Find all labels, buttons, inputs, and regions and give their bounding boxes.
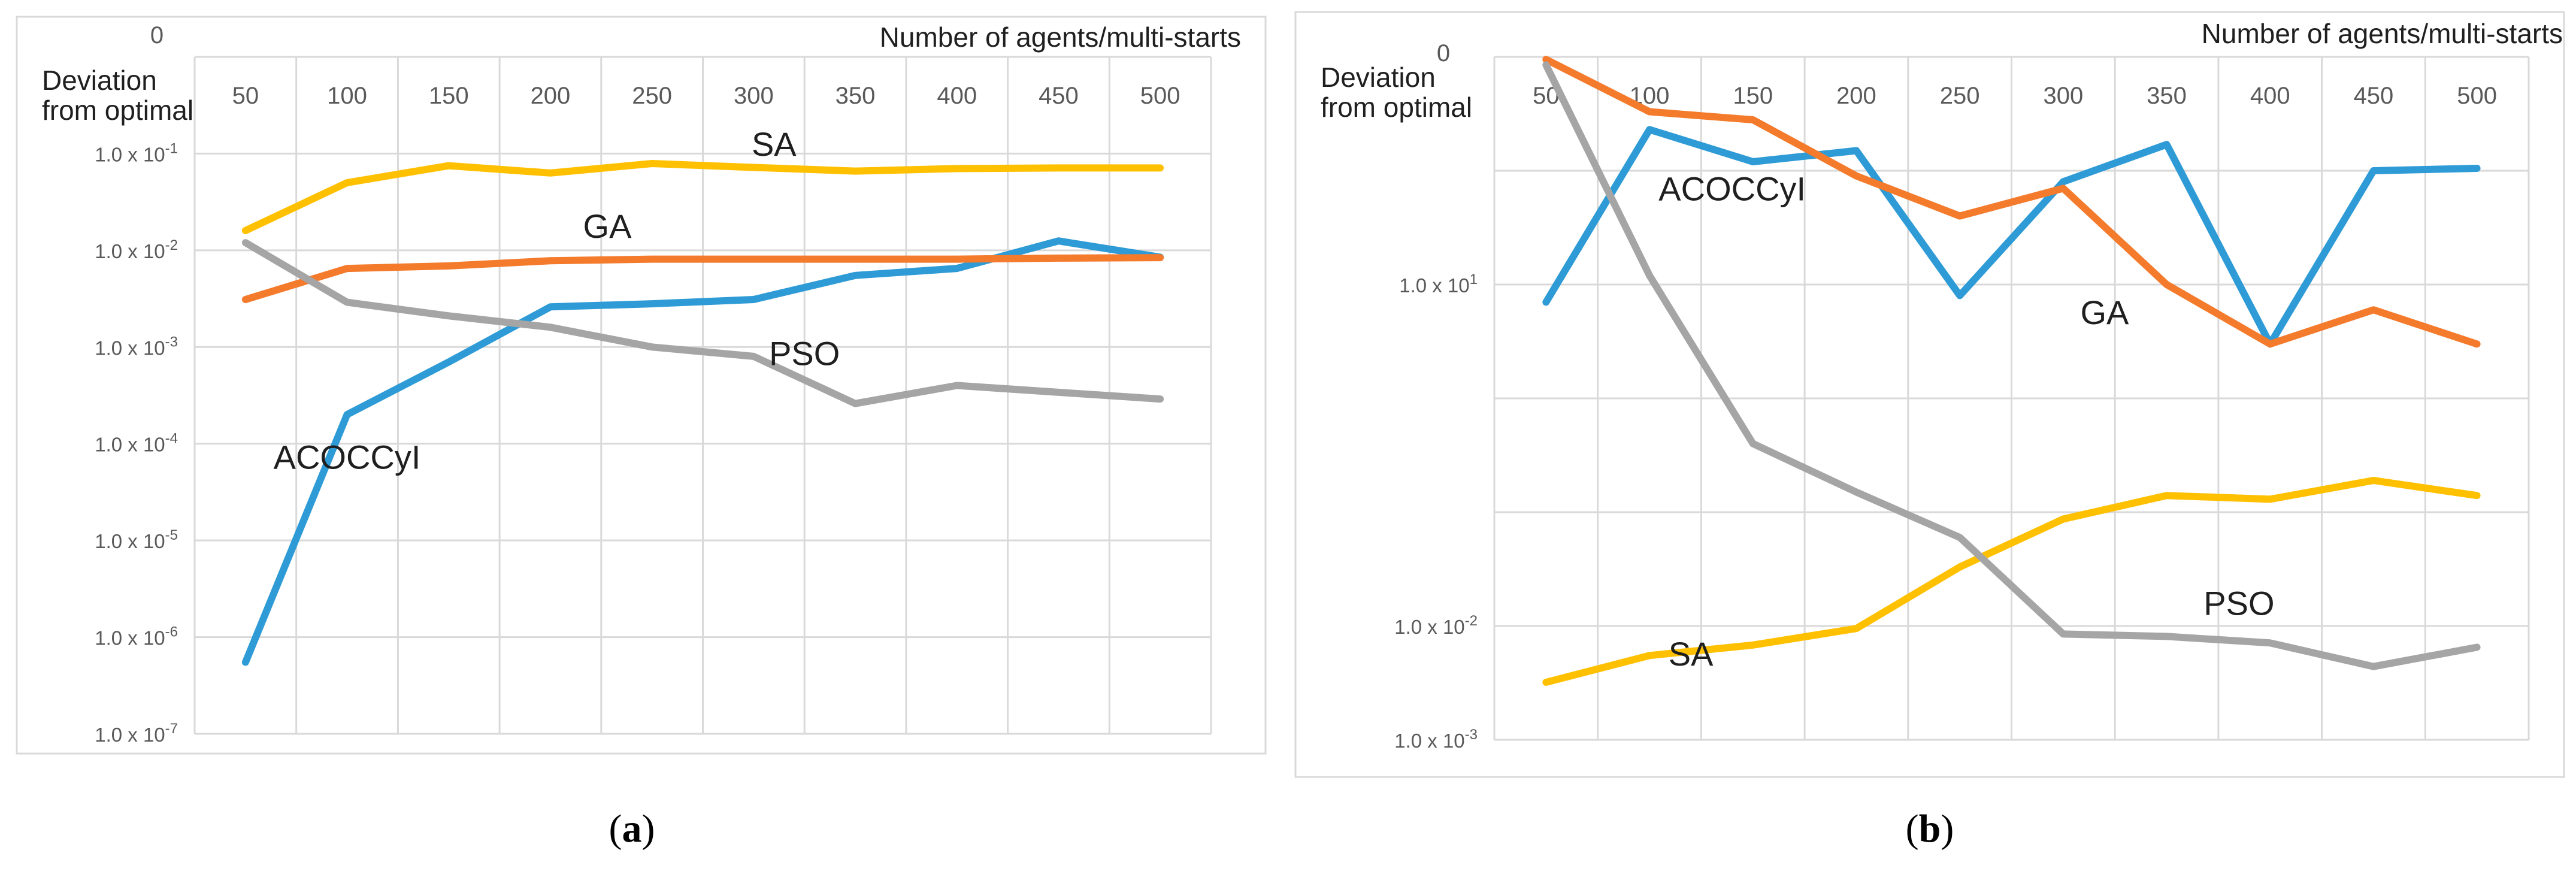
x-tick-label: 200: [531, 83, 571, 109]
y-tick-top-label: 0: [150, 22, 164, 49]
series-line-acoccyi: [241, 237, 1164, 666]
y-tick-label: 1.0 x 10-2: [1394, 613, 1478, 638]
chart-panel-a: 50 100 150 200 250 300 350 400 450 500 1.0 x 10-1 1…: [16, 16, 1267, 851]
series-annotation-ga: GA: [583, 207, 632, 245]
x-axis-title: Number of agents/multi-starts: [880, 22, 1241, 53]
series-line-sa: [1542, 477, 2481, 686]
y-tick-label: 1.0 x 10-7: [95, 721, 178, 746]
y-tick-label: 1.0 x 10-2: [95, 237, 178, 262]
y-axis-title-line: Deviation: [42, 65, 157, 96]
series-line-ga: [1542, 56, 2481, 348]
panel-label: (b): [1906, 807, 1954, 851]
x-tick-label: 300: [734, 83, 774, 109]
x-tick-label: 400: [937, 83, 977, 109]
y-tick-label: 1.0 x 10-6: [95, 624, 178, 649]
series-annotation-pso: PSO: [2203, 585, 2274, 622]
series-annotation-acoccyi: ACOCCyI: [1658, 170, 1806, 207]
y-tick-label: 1.0 x 101: [1399, 271, 1478, 297]
x-tick-label: 500: [2457, 83, 2497, 109]
series-line-sa: [241, 160, 1164, 234]
x-tick-label: 500: [1140, 83, 1180, 109]
y-tick-label: 1.0 x 10-5: [95, 527, 178, 552]
x-axis-title: Number of agents/multi-starts: [2202, 18, 2563, 49]
series-line-ga: [241, 254, 1164, 303]
y-tick-label: 1.0 x 10-1: [95, 140, 178, 165]
y-axis-title-line: from optimal: [1321, 92, 1472, 123]
x-tick-label: 200: [1836, 83, 1876, 109]
y-axis-title-line: from optimal: [42, 95, 193, 126]
x-tick-label: 150: [1733, 83, 1773, 109]
series-line-pso: [1542, 61, 2481, 670]
x-tick-label: 400: [2250, 83, 2290, 109]
x-tick-label: 250: [632, 83, 672, 109]
series-annotation-sa: SA: [752, 125, 797, 163]
series-annotation-sa: SA: [1669, 635, 1714, 673]
x-tick-label: 50: [232, 83, 259, 109]
x-tick-label: 450: [2354, 83, 2394, 109]
series-line-pso: [241, 239, 1164, 407]
y-tick-label: 1.0 x 10-4: [95, 431, 178, 456]
x-tick-label: 150: [429, 83, 469, 109]
chart-frame: [16, 16, 1267, 755]
y-tick-top-label: 0: [1437, 40, 1450, 66]
series-line-acoccyi: [1542, 126, 2481, 348]
x-tick-label: 350: [2147, 83, 2187, 109]
series-annotation-acoccyi: ACOCCyI: [274, 438, 421, 476]
x-tick-label: 450: [1039, 83, 1079, 109]
series-annotation-pso: PSO: [769, 334, 840, 372]
x-tick-label: 300: [2043, 83, 2083, 109]
chart-frame: [1294, 11, 2565, 778]
y-tick-label: 1.0 x 10-3: [1394, 727, 1478, 752]
x-tick-label: 100: [327, 83, 367, 109]
y-tick-label: 1.0 x 10-3: [95, 334, 178, 359]
y-axis-title-line: Deviation: [1321, 62, 1436, 93]
x-tick-label: 350: [836, 83, 876, 109]
series-annotation-ga: GA: [2080, 294, 2129, 331]
panel-label: (a): [609, 807, 655, 851]
x-tick-label: 250: [1940, 83, 1980, 109]
